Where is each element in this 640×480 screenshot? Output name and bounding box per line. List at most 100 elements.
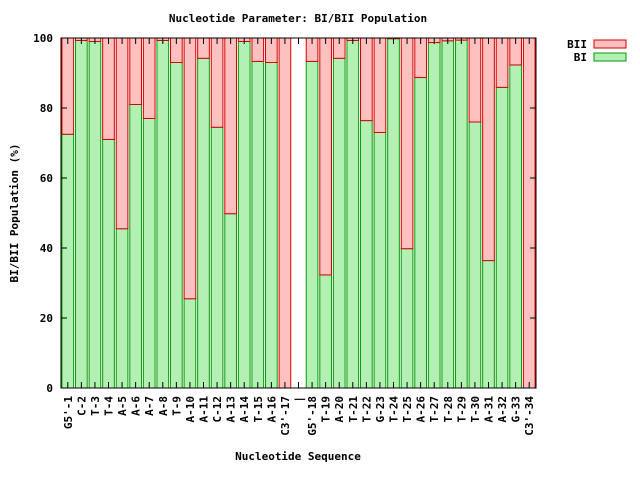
y-tick-label-4: 80: [40, 102, 53, 115]
x-tick-label-16: C3'-17: [279, 396, 292, 436]
bar-bii-11: [210, 37, 224, 128]
x-tick-label-15: A-16: [265, 396, 278, 423]
legend-label-bi: BI: [574, 51, 587, 64]
bar-bii-0: [61, 37, 75, 135]
bar-bii-31: [482, 37, 495, 262]
x-tick-label-8: T-9: [170, 396, 183, 416]
x-tick-label-2: T-3: [89, 396, 102, 416]
bar-bi-13: [237, 41, 251, 389]
bar-bii-30: [468, 37, 482, 123]
bar-bi-21: [346, 39, 360, 389]
x-tick-label-21: T-21: [347, 396, 360, 423]
bar-bi-23: [373, 132, 387, 389]
bar-bi-29: [455, 39, 468, 389]
bar-bi-14: [251, 60, 265, 389]
x-tick-label-3: T-4: [103, 396, 116, 416]
bar-bi-1: [75, 39, 88, 389]
chart-title: Nucleotide Parameter: BI/BII Population: [169, 12, 427, 25]
x-tick-label-22: T-22: [360, 396, 373, 423]
bar-bi-26: [414, 77, 427, 389]
bar-bi-11: [210, 126, 224, 389]
bar-bii-19: [319, 37, 332, 276]
x-tick-label-11: C-12: [211, 396, 224, 423]
x-tick-label-30: T-30: [469, 396, 482, 423]
legend-swatch-bii: [593, 39, 627, 49]
bar-bii-3: [102, 37, 115, 140]
bar-bi-5: [129, 104, 142, 389]
x-tick-label-29: T-29: [455, 396, 468, 423]
bar-bii-5: [129, 37, 142, 105]
y-tick-label-0: 0: [46, 382, 53, 395]
x-tick-label-12: A-13: [225, 396, 238, 423]
bar-bii-4: [115, 37, 129, 230]
x-tick-label-7: A-8: [157, 396, 170, 416]
bar-bi-10: [197, 57, 210, 389]
bar-bi-9: [183, 298, 197, 389]
bar-bi-8: [170, 62, 183, 389]
x-tick-label-25: T-25: [401, 396, 414, 423]
x-tick-label-6: A-7: [143, 396, 156, 416]
x-tick-label-28: T-28: [442, 396, 455, 423]
bar-bi-30: [468, 121, 482, 389]
bar-bi-0: [61, 133, 75, 389]
x-axis: G5'-1 C-2 T-3 T-4 A-5 A-6 A-7 A-8 T-9 A-10 A-11 C-1…: [62, 38, 536, 436]
y-axis: 0 20 40 60 80 100: [33, 32, 536, 395]
legend-label-bii: BII: [567, 38, 587, 51]
x-tick-label-17: |: [293, 396, 306, 403]
bar-bii-34: [522, 37, 536, 389]
bar-bii-22: [360, 37, 373, 122]
bar-bi-20: [332, 57, 346, 389]
x-tick-label-34: C3'-34: [523, 396, 536, 436]
bar-bi-27: [427, 42, 441, 389]
bar-bi-6: [142, 118, 156, 389]
y-tick-label-2: 40: [40, 242, 53, 255]
bar-bi-4: [115, 228, 129, 389]
bar-bi-3: [102, 139, 115, 389]
bar-bii-6: [142, 37, 156, 119]
x-tick-label-13: A-14: [238, 396, 251, 423]
bar-bi-12: [224, 213, 237, 389]
x-tick-label-4: A-5: [116, 396, 129, 416]
bar-bi-15: [265, 62, 278, 389]
x-tick-label-20: A-20: [333, 396, 346, 423]
bar-bii-9: [183, 37, 197, 300]
bar-bi-19: [319, 274, 332, 389]
y-tick-label-5: 100: [33, 32, 53, 45]
x-tick-label-31: A-31: [483, 396, 496, 423]
bar-bi-18: [305, 60, 319, 389]
x-tick-label-9: A-10: [184, 396, 197, 423]
x-tick-label-19: T-19: [320, 396, 333, 423]
x-tick-label-26: A-26: [415, 396, 428, 423]
x-tick-label-33: G-33: [510, 396, 523, 423]
bar-bi-28: [441, 40, 455, 389]
x-tick-label-10: A-11: [198, 396, 211, 423]
bar-bi-33: [509, 64, 522, 389]
bar-bi-24: [387, 38, 400, 389]
bar-group: [61, 37, 536, 389]
bar-bi-7: [156, 39, 170, 389]
y-tick-label-3: 60: [40, 172, 53, 185]
bar-bii-23: [373, 37, 387, 133]
bar-bi-32: [495, 86, 509, 389]
legend-swatch-bi: [593, 52, 627, 62]
bar-bii-25: [400, 37, 414, 250]
x-tick-label-14: T-15: [252, 396, 265, 423]
y-tick-label-1: 20: [40, 312, 53, 325]
x-tick-label-1: C-2: [75, 396, 88, 416]
x-tick-label-18: G5'-18: [306, 396, 319, 436]
x-tick-label-27: T-27: [428, 396, 441, 423]
x-tick-label-32: A-32: [496, 396, 509, 423]
y-axis-label: BI/BII Population (%): [8, 143, 21, 282]
bar-bii-12: [224, 37, 237, 215]
plot-frame: [60, 37, 537, 389]
bar-bi-25: [400, 248, 414, 389]
x-axis-label: Nucleotide Sequence: [235, 450, 361, 463]
x-tick-label-24: T-24: [388, 396, 401, 423]
x-tick-label-23: G-23: [374, 396, 387, 423]
bar-bii-32: [495, 37, 509, 88]
x-tick-label-5: A-6: [130, 396, 143, 416]
bar-bi-22: [360, 120, 373, 389]
bar-bi-31: [482, 260, 495, 389]
